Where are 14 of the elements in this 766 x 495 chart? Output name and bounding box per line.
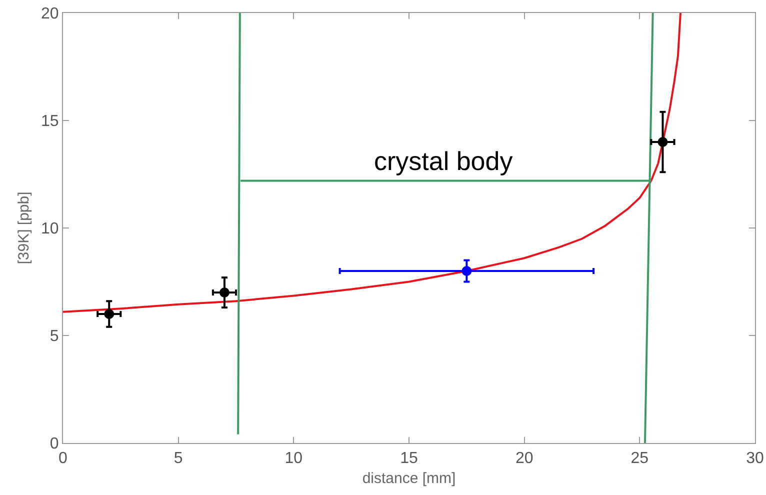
x-tick-label: 30 xyxy=(746,450,764,468)
y-tick-label: 5 xyxy=(50,328,59,346)
y-tick-label: 0 xyxy=(50,436,59,453)
annotation: crystal body xyxy=(374,146,513,176)
x-tick-label: 5 xyxy=(174,450,183,468)
y-axis-title: [39K] [ppb] xyxy=(15,192,32,264)
x-axis-title: distance [mm] xyxy=(362,470,456,488)
y-tick-label: 10 xyxy=(41,220,59,238)
x-tick-label: 20 xyxy=(515,450,534,468)
x-tick-label: 25 xyxy=(630,450,649,468)
y-tick-label: 20 xyxy=(41,6,59,23)
x-tick-label: 10 xyxy=(284,450,303,468)
x-tick-label: 15 xyxy=(400,450,418,468)
y-tick-label: 15 xyxy=(41,113,59,130)
